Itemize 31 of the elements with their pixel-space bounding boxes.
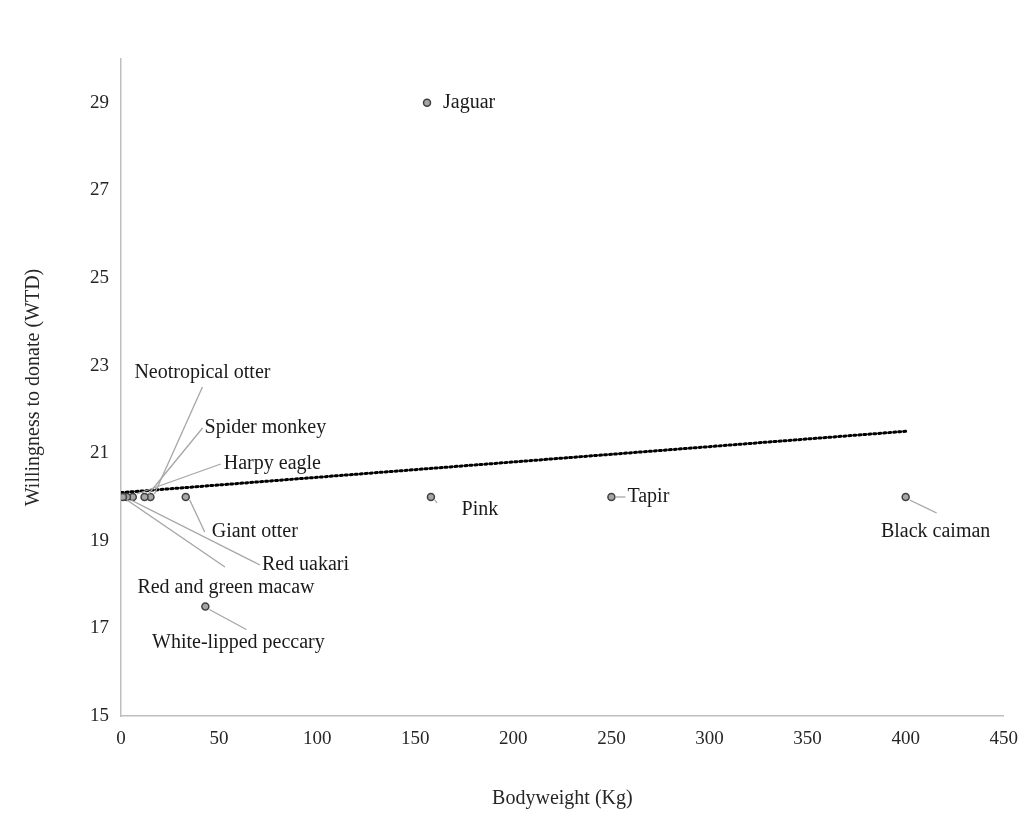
annotation: White-lipped peccary bbox=[152, 629, 325, 653]
annotation: Red and green macaw bbox=[137, 575, 316, 599]
annotation: Tapir bbox=[627, 484, 670, 508]
x-tick-label: 50 bbox=[209, 727, 229, 749]
x-tick-label: 450 bbox=[989, 727, 1018, 749]
annotation: Harpy eagle bbox=[223, 451, 322, 475]
x-tick-label: 150 bbox=[401, 727, 430, 749]
y-tick-label: 25 bbox=[90, 265, 109, 287]
x-tick-label: 300 bbox=[695, 727, 724, 749]
x-tick-label: 400 bbox=[891, 727, 920, 749]
x-tick-label: 200 bbox=[499, 727, 528, 749]
x-tick-label: 0 bbox=[116, 727, 126, 749]
y-tick-label: 21 bbox=[90, 441, 109, 463]
x-axis-title: Bodyweight (Kg) bbox=[492, 786, 633, 810]
y-tick-label: 19 bbox=[90, 528, 109, 550]
x-tick-label: 100 bbox=[302, 727, 332, 749]
y-axis-title: Willingness to donate (WTD) bbox=[21, 268, 45, 507]
annotation: Giant otter bbox=[211, 519, 299, 542]
y-tick-label: 15 bbox=[90, 703, 109, 725]
y-tick-label: 23 bbox=[90, 353, 109, 375]
y-tick-label: 17 bbox=[90, 616, 109, 638]
annotation: Pink bbox=[461, 497, 499, 520]
x-tick-label: 250 bbox=[597, 727, 626, 749]
annotation: Red uakari bbox=[261, 552, 350, 575]
x-tick-label: 350 bbox=[793, 727, 822, 749]
y-tick-label: 29 bbox=[90, 90, 109, 112]
y-tick-label: 27 bbox=[90, 178, 109, 200]
annotation: Jaguar bbox=[443, 90, 496, 114]
annotation: Spider monkey bbox=[204, 415, 327, 439]
annotation: Neotropical otter bbox=[134, 360, 271, 384]
annotation: Black caiman bbox=[880, 519, 991, 542]
